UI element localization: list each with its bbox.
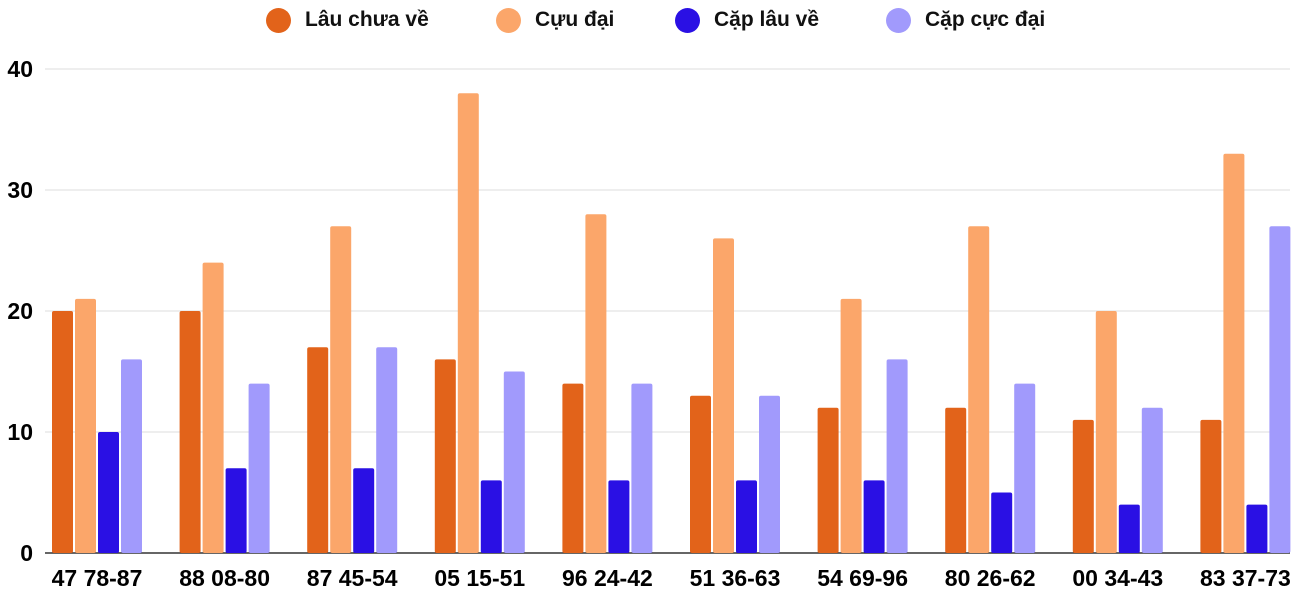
bar-8-1[interactable]: Cựu đại: 20 xyxy=(1095,311,1117,553)
x-tick-label: 96 24-42 xyxy=(562,565,653,591)
legend-swatch-cap-lau-ve xyxy=(675,7,700,33)
bar-6-1[interactable]: Cựu đại: 21 xyxy=(840,298,862,553)
bar-9-3[interactable]: Cặp cực đại: 27 xyxy=(1269,226,1291,554)
bar-5-3[interactable]: Cặp cực đại: 13 xyxy=(759,395,780,553)
x-tick-label: 80 26-62 xyxy=(945,565,1036,591)
y-tick-label: 30 xyxy=(7,177,33,203)
bar-1-0[interactable]: Lâu chưa về: 20 xyxy=(179,311,201,553)
legend-item-cap-cuc-dai[interactable]: Cặp cực đại xyxy=(886,5,1045,35)
x-tick-label: 47 78-87 xyxy=(52,565,143,591)
legend-item-cap-lau-ve[interactable]: Cặp lâu về xyxy=(675,5,819,35)
bar-4-3[interactable]: Cặp cực đại: 14 xyxy=(631,383,653,553)
bar-4-1[interactable]: Cựu đại: 28 xyxy=(585,214,607,553)
legend-swatch-lau-chua-ve xyxy=(266,7,291,33)
x-tick-label: 87 45-54 xyxy=(307,565,398,591)
legend-label-cap-lau-ve: Cặp lâu về xyxy=(714,8,820,31)
bar-9-2[interactable]: Cặp lâu về: 4 xyxy=(1246,504,1268,553)
legend-label-lau-chua-ve: Lâu chưa về xyxy=(305,8,429,31)
x-tick-label: 51 36-63 xyxy=(690,565,781,591)
x-tick-label: 88 08-80 xyxy=(179,565,270,591)
legend-swatch-cuu-dai xyxy=(496,7,521,33)
legend-item-lau-chua-ve[interactable]: Lâu chưa về xyxy=(266,5,429,35)
bars: Lâu chưa về: 20Cựu đại: 21Cặp lâu về: 10… xyxy=(52,93,1291,554)
x-tick-label: 00 34-43 xyxy=(1072,565,1163,591)
bar-3-3[interactable]: Cặp cực đại: 15 xyxy=(503,371,525,554)
bar-0-3[interactable]: Cặp cực đại: 16 xyxy=(121,359,142,553)
x-tick-label: 05 15-51 xyxy=(434,565,525,591)
bar-3-1[interactable]: Cựu đại: 38 xyxy=(457,93,479,553)
bar-6-2[interactable]: Cặp lâu về: 6 xyxy=(863,480,885,553)
bar-6-3[interactable]: Cặp cực đại: 16 xyxy=(886,359,908,553)
bar-6-0[interactable]: Lâu chưa về: 12 xyxy=(817,407,839,553)
bar-4-2[interactable]: Cặp lâu về: 6 xyxy=(608,480,630,553)
bar-0-2[interactable]: Cặp lâu về: 10 xyxy=(98,432,119,553)
bar-9-0[interactable]: Lâu chưa về: 11 xyxy=(1200,419,1222,553)
y-tick-label: 0 xyxy=(20,540,33,566)
bar-0-0[interactable]: Lâu chưa về: 20 xyxy=(52,311,73,553)
bar-7-0[interactable]: Lâu chưa về: 12 xyxy=(945,407,967,553)
y-tick-label: 10 xyxy=(7,419,33,445)
bar-4-0[interactable]: Lâu chưa về: 14 xyxy=(562,383,584,553)
bar-7-1[interactable]: Cựu đại: 27 xyxy=(968,226,990,554)
bar-5-1[interactable]: Cựu đại: 26 xyxy=(713,238,734,553)
bar-1-2[interactable]: Cặp lâu về: 7 xyxy=(225,468,247,553)
y-tick-label: 20 xyxy=(7,298,33,324)
bar-3-0[interactable]: Lâu chưa về: 16 xyxy=(434,359,456,553)
legend-label-cuu-dai: Cựu đại xyxy=(535,8,615,31)
bar-5-2[interactable]: Cặp lâu về: 6 xyxy=(736,480,757,553)
legend-label-cap-cuc-dai: Cặp cực đại xyxy=(925,8,1046,31)
x-tick-label: 83 37-73 xyxy=(1200,565,1291,591)
y-tick-label: 40 xyxy=(7,56,33,82)
bar-8-2[interactable]: Cặp lâu về: 4 xyxy=(1118,504,1140,553)
chart-legend: Lâu chưa về Cựu đại Cặp lâu về Cặp cực đ… xyxy=(0,0,1300,40)
bar-9-1[interactable]: Cựu đại: 33 xyxy=(1223,153,1245,553)
bar-7-2[interactable]: Cặp lâu về: 5 xyxy=(991,492,1013,554)
bar-1-1[interactable]: Cựu đại: 24 xyxy=(202,262,224,553)
bar-0-1[interactable]: Cựu đại: 21 xyxy=(75,298,96,553)
bar-3-2[interactable]: Cặp lâu về: 6 xyxy=(480,480,502,553)
bar-7-3[interactable]: Cặp cực đại: 14 xyxy=(1014,383,1036,553)
x-axis-ticks: 47 78-87 88 08-80 87 45-54 05 15-51 96 24-42… xyxy=(52,565,1291,591)
legend-item-cuu-dai[interactable]: Cựu đại xyxy=(496,5,614,35)
bar-2-3[interactable]: Cặp cực đại: 17 xyxy=(376,347,398,553)
y-axis-ticks: 0 10 20 30 40 xyxy=(7,56,33,566)
bar-8-0[interactable]: Lâu chưa về: 11 xyxy=(1072,419,1094,553)
legend-swatch-cap-cuc-dai xyxy=(886,7,911,33)
bar-5-0[interactable]: Lâu chưa về: 13 xyxy=(690,395,711,553)
bar-2-0[interactable]: Lâu chưa về: 17 xyxy=(307,347,329,553)
bar-8-3[interactable]: Cặp cực đại: 12 xyxy=(1141,407,1163,553)
bar-1-3[interactable]: Cặp cực đại: 14 xyxy=(248,383,270,553)
bar-2-2[interactable]: Cặp lâu về: 7 xyxy=(353,468,375,553)
bar-2-1[interactable]: Cựu đại: 27 xyxy=(330,226,352,554)
x-tick-label: 54 69-96 xyxy=(817,565,908,591)
